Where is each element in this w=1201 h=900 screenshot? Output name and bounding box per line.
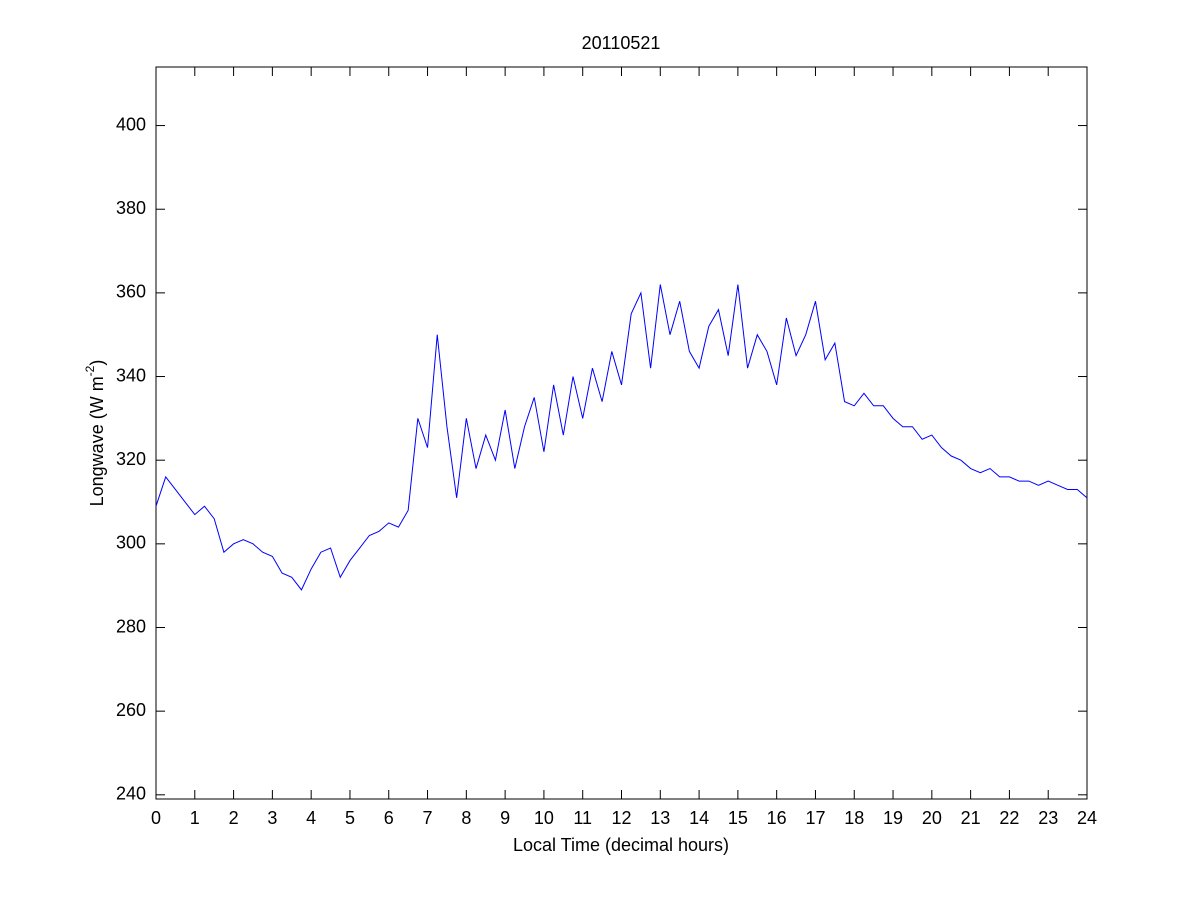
x-tick-label: 14 [689, 808, 709, 828]
x-tick-label: 17 [805, 808, 825, 828]
x-tick-label: 7 [423, 808, 433, 828]
x-tick-label: 9 [500, 808, 510, 828]
x-tick-label: 5 [345, 808, 355, 828]
y-tick-label: 340 [116, 365, 146, 385]
x-tick-label: 1 [190, 808, 200, 828]
x-tick-label: 3 [267, 808, 277, 828]
x-tick-label: 24 [1077, 808, 1097, 828]
x-tick-label: 6 [384, 808, 394, 828]
y-label-superscript: -2 [83, 365, 97, 376]
y-label-suffix: ) [87, 360, 107, 366]
chart-title: 20110521 [582, 33, 661, 53]
x-tick-label: 12 [611, 808, 631, 828]
y-tick-label: 400 [116, 114, 146, 134]
y-tick-label: 380 [116, 198, 146, 218]
y-axis-label: Longwave (W m-2) [83, 360, 107, 507]
x-tick-label: 19 [883, 808, 903, 828]
data-line [155, 284, 1088, 591]
x-tick-label: 11 [573, 808, 592, 828]
x-tick-label: 21 [961, 808, 981, 828]
x-tick-label: 2 [229, 808, 239, 828]
x-tick-label: 0 [151, 808, 161, 828]
x-tick-label: 8 [461, 808, 471, 828]
y-tick-label: 280 [116, 616, 146, 636]
x-tick-label: 16 [767, 808, 787, 828]
x-tick-label: 23 [1038, 808, 1058, 828]
plot-box [155, 66, 1088, 800]
x-axis-label: Local Time (decimal hours) [513, 835, 729, 855]
y-tick-label: 260 [116, 700, 146, 720]
x-tick-label: 15 [728, 808, 748, 828]
x-tick-label: 4 [306, 808, 316, 828]
x-tick-label: 20 [922, 808, 942, 828]
y-label-text: Longwave (W m [87, 376, 107, 506]
x-tick-label: 18 [844, 808, 864, 828]
x-tick-label: 10 [534, 808, 554, 828]
x-tick-label: 13 [650, 808, 670, 828]
y-tick-label: 360 [116, 282, 146, 302]
y-tick-label: 320 [116, 449, 146, 469]
y-tick-label: 300 [116, 533, 146, 553]
y-tick-label: 240 [116, 784, 146, 804]
x-tick-label: 22 [999, 808, 1019, 828]
